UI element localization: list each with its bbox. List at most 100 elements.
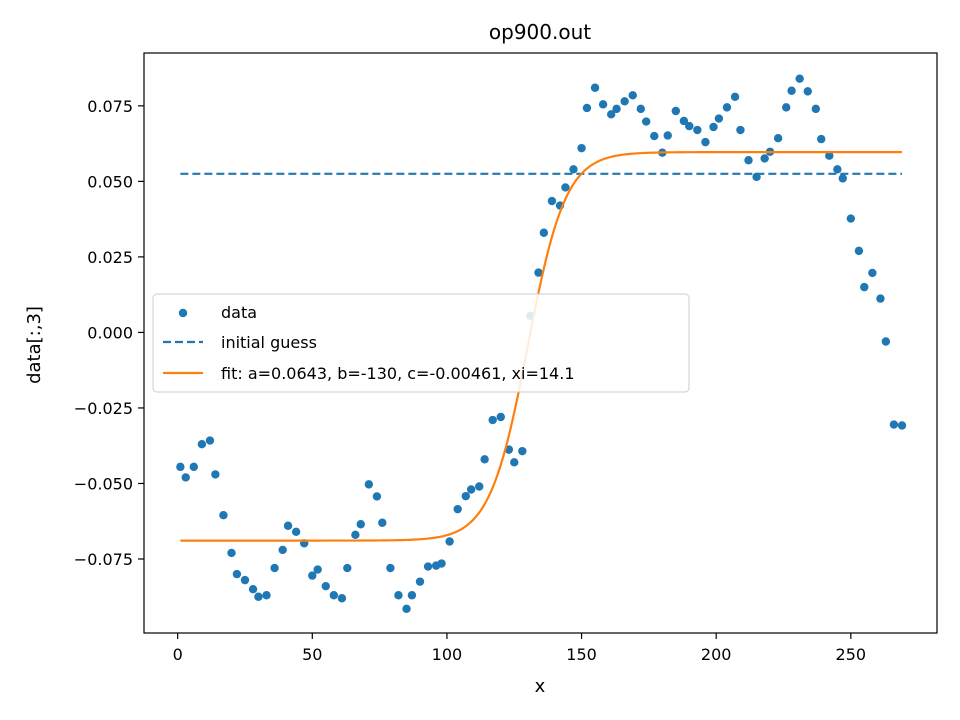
data-point xyxy=(262,591,271,600)
data-point xyxy=(378,518,387,527)
data-point xyxy=(181,473,190,482)
data-point xyxy=(641,117,651,126)
data-point xyxy=(518,446,527,456)
data-point xyxy=(394,591,403,600)
data-point xyxy=(254,592,263,601)
data-point xyxy=(561,183,570,192)
legend: data initial guess fit: a=0.0643, b=-130… xyxy=(152,293,690,393)
x-axis-label: x xyxy=(535,676,546,697)
data-point xyxy=(730,92,740,102)
data-point xyxy=(283,521,293,530)
data-point xyxy=(337,594,347,603)
data-point xyxy=(475,482,484,491)
data-point xyxy=(407,591,417,600)
x-tick-label: 0 xyxy=(173,645,183,664)
data-point xyxy=(736,125,745,135)
data-point xyxy=(817,134,826,144)
y-tick-label: 0.050 xyxy=(87,172,133,191)
data-point xyxy=(787,86,796,95)
data-point xyxy=(480,455,489,464)
data-point xyxy=(795,74,804,83)
data-point xyxy=(628,91,637,100)
data-point xyxy=(248,584,258,594)
data-point xyxy=(709,122,718,132)
data-point xyxy=(782,103,791,112)
data-point xyxy=(386,563,395,573)
data-point xyxy=(620,97,629,106)
x-tick-label: 50 xyxy=(302,645,322,664)
y-tick-label: 0.000 xyxy=(87,323,133,342)
chart-title: op900.out xyxy=(489,20,591,44)
data-point xyxy=(854,246,864,256)
y-tick-label: 0.075 xyxy=(87,97,133,116)
data-point xyxy=(860,282,869,292)
legend-label-initial-guess: initial guess xyxy=(221,333,317,352)
y-tick-label: −0.050 xyxy=(74,474,133,493)
data-point xyxy=(329,591,339,600)
data-point xyxy=(197,439,207,449)
data-point xyxy=(423,562,433,571)
data-point xyxy=(547,196,557,206)
legend-marker-data xyxy=(178,308,188,318)
data-point xyxy=(205,436,215,445)
data-point xyxy=(453,504,462,514)
data-point xyxy=(176,462,185,472)
data-point xyxy=(598,100,608,109)
data-point xyxy=(321,581,330,591)
data-point xyxy=(606,110,616,119)
data-point xyxy=(685,121,694,131)
data-point xyxy=(612,104,621,114)
data-point xyxy=(590,83,600,92)
data-point xyxy=(466,485,476,494)
data-point xyxy=(838,174,847,183)
data-point xyxy=(240,575,250,585)
data-point xyxy=(539,228,549,237)
data-point xyxy=(744,156,753,165)
data-point xyxy=(356,520,365,529)
data-point xyxy=(889,420,899,429)
data-point xyxy=(671,106,681,116)
data-point xyxy=(679,116,689,126)
data-point xyxy=(663,131,672,140)
legend-label-fit: fit: a=0.0643, b=-130, c=-0.00461, xi=14… xyxy=(221,364,575,383)
data-point xyxy=(825,151,834,160)
data-point xyxy=(437,559,446,568)
data-point xyxy=(291,527,301,537)
data-point xyxy=(211,470,220,479)
y-tick-label: −0.025 xyxy=(74,399,133,418)
data-point xyxy=(232,569,242,579)
data-point xyxy=(582,103,592,113)
data-point xyxy=(897,421,907,430)
x-tick-label: 250 xyxy=(836,645,867,664)
data-point xyxy=(846,214,856,223)
axes-frame xyxy=(143,52,938,634)
data-point xyxy=(752,172,761,182)
data-point xyxy=(577,143,586,153)
data-point xyxy=(270,563,279,573)
data-point xyxy=(402,604,411,614)
y-axis: −0.075 −0.050 −0.025 0.000 0.025 0.050 0.075 xyxy=(74,97,144,569)
data-point xyxy=(569,165,578,174)
data-point xyxy=(760,154,769,163)
plot-area xyxy=(143,52,938,634)
y-axis-label: data[:,3] xyxy=(24,306,45,384)
x-tick-label: 100 xyxy=(432,645,463,664)
data-point xyxy=(693,125,702,135)
data-point xyxy=(876,294,885,303)
data-point xyxy=(227,548,236,558)
data-point xyxy=(650,131,659,141)
data-point xyxy=(868,268,877,278)
x-tick-label: 200 xyxy=(701,645,732,664)
data-point xyxy=(803,87,812,96)
data-point xyxy=(351,530,360,540)
data-point xyxy=(308,571,317,580)
y-tick-label: −0.075 xyxy=(74,550,133,569)
data-point xyxy=(701,137,710,147)
fit-curve xyxy=(180,151,902,542)
y-tick-label: 0.025 xyxy=(87,248,133,267)
data-point xyxy=(714,114,724,123)
data-point xyxy=(278,545,287,555)
data-point xyxy=(722,103,732,112)
data-point xyxy=(636,104,646,114)
